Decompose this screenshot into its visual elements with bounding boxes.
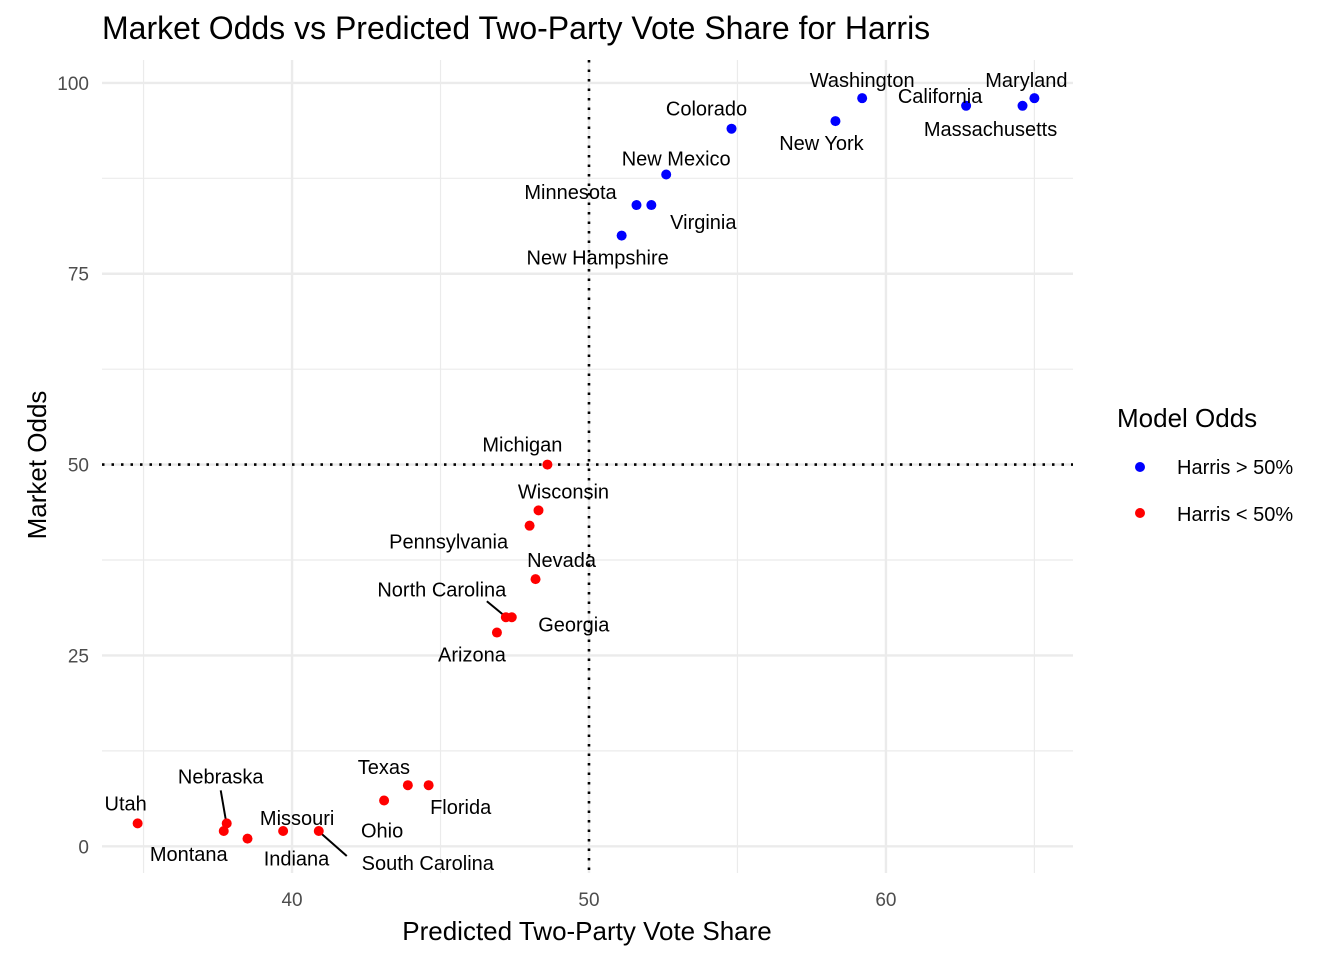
chart-title: Market Odds vs Predicted Two-Party Vote … xyxy=(102,10,930,46)
tick-labels: 40 50 60 0 25 50 75 100 xyxy=(57,74,896,911)
point-label-california: California xyxy=(898,86,983,108)
point-missouri xyxy=(278,826,289,837)
y-tick-label: 100 xyxy=(57,74,89,95)
point-colorado xyxy=(726,123,737,134)
point-label-indiana: Indiana xyxy=(264,849,330,871)
point-label-nevada: Nevada xyxy=(527,550,597,572)
point-label-montana: Montana xyxy=(150,844,229,866)
leader-line-north-carolina xyxy=(486,600,505,617)
point-new-mexico xyxy=(661,169,672,180)
data-points xyxy=(132,93,1040,844)
legend-key-harris-above-50 xyxy=(1135,462,1145,472)
legend: Model Odds Harris > 50% Harris < 50% xyxy=(1117,403,1293,526)
point-indiana xyxy=(242,833,253,844)
point-label-massachusetts: Massachusetts xyxy=(924,119,1057,141)
point-label-georgia: Georgia xyxy=(538,614,610,636)
y-axis-title: Market Odds xyxy=(22,391,52,540)
x-tick-label: 60 xyxy=(875,890,896,911)
point-label-new-hampshire: New Hampshire xyxy=(527,248,669,270)
point-florida xyxy=(423,780,434,791)
point-massachusetts xyxy=(1017,100,1028,111)
point-label-new-mexico: New Mexico xyxy=(622,149,731,171)
point-label-minnesota: Minnesota xyxy=(524,182,617,204)
point-label-utah: Utah xyxy=(105,793,147,815)
point-pennsylvania xyxy=(524,520,535,531)
point-new-hampshire xyxy=(616,230,627,241)
point-new-york xyxy=(830,116,841,127)
leader-line-nebraska xyxy=(219,790,227,820)
point-label-south-carolina: South Carolina xyxy=(362,853,495,875)
point-south-carolina xyxy=(313,826,324,837)
point-label-arizona: Arizona xyxy=(438,645,507,667)
y-tick-label: 75 xyxy=(68,265,89,286)
x-tick-label: 50 xyxy=(578,890,599,911)
point-arizona xyxy=(491,627,502,638)
point-label-colorado: Colorado xyxy=(666,99,747,121)
point-utah xyxy=(132,818,143,829)
legend-label-harris-below-50: Harris < 50% xyxy=(1177,504,1293,526)
point-label-michigan: Michigan xyxy=(482,435,562,457)
point-montana xyxy=(218,826,229,837)
point-california xyxy=(961,100,972,111)
legend-key-harris-below-50 xyxy=(1135,508,1145,518)
point-georgia xyxy=(506,612,517,623)
point-label-missouri: Missouri xyxy=(260,808,334,830)
point-label-nebraska: Nebraska xyxy=(178,766,264,788)
point-label-texas: Texas xyxy=(358,757,410,779)
legend-title: Model Odds xyxy=(1117,403,1257,433)
y-tick-label: 0 xyxy=(78,837,89,858)
point-texas xyxy=(402,780,413,791)
x-axis-title: Predicted Two-Party Vote Share xyxy=(402,916,772,946)
point-nebraska xyxy=(221,818,232,829)
leader-lines xyxy=(219,600,505,857)
point-wisconsin xyxy=(533,505,544,516)
y-tick-label: 25 xyxy=(68,646,89,667)
point-nevada xyxy=(530,574,541,585)
point-virginia xyxy=(646,200,657,211)
point-label-virginia: Virginia xyxy=(670,212,737,234)
legend-label-harris-above-50: Harris > 50% xyxy=(1177,457,1293,479)
point-label-maryland: Maryland xyxy=(985,70,1067,92)
reference-lines xyxy=(102,60,1073,873)
point-label-pennsylvania: Pennsylvania xyxy=(389,532,509,554)
point-ohio xyxy=(379,795,390,806)
x-tick-label: 40 xyxy=(281,890,302,911)
point-minnesota xyxy=(631,200,642,211)
point-washington xyxy=(857,93,868,104)
y-tick-label: 50 xyxy=(68,456,89,477)
point-label-wisconsin: Wisconsin xyxy=(518,481,609,503)
point-maryland xyxy=(1029,93,1040,104)
point-label-washington: Washington xyxy=(810,70,915,92)
point-label-north-carolina: North Carolina xyxy=(377,579,507,601)
point-label-ohio: Ohio xyxy=(361,820,403,842)
point-label-new-york: New York xyxy=(779,133,864,155)
point-label-florida: Florida xyxy=(430,797,492,819)
point-michigan xyxy=(542,459,553,470)
leader-line-south-carolina xyxy=(321,833,348,857)
